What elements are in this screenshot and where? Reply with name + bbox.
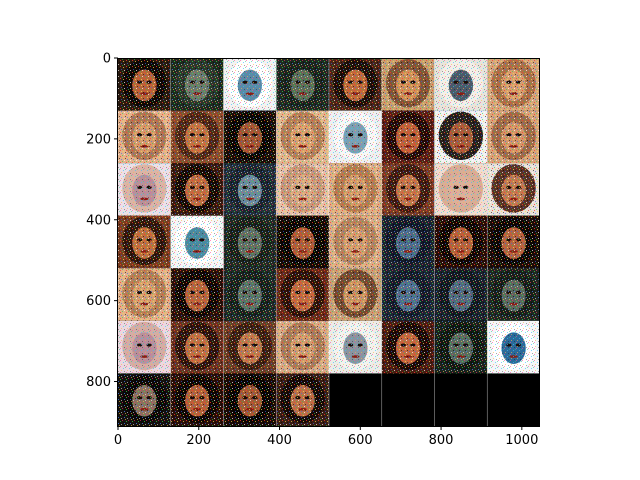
face-tile [382, 268, 435, 321]
face-tile [224, 58, 277, 111]
x-tick-label: 0 [114, 433, 122, 448]
face-tile [487, 111, 540, 164]
face-tile [276, 216, 329, 269]
face-tile [382, 216, 435, 269]
face-tile [171, 216, 224, 269]
face-tile [224, 111, 277, 164]
face-tile [171, 163, 224, 216]
face-tile [382, 58, 435, 111]
face-tile [487, 163, 540, 216]
face-tile [435, 163, 488, 216]
face-tile [487, 216, 540, 269]
face-tile [435, 216, 488, 269]
face-tile [329, 111, 382, 164]
face-tile [224, 268, 277, 321]
x-tick-label: 1000 [505, 433, 538, 448]
face-tile [171, 268, 224, 321]
face-tile [224, 321, 277, 374]
face-tile [329, 58, 382, 111]
y-tick-label: 600 [86, 294, 111, 309]
face-tile [329, 163, 382, 216]
x-tick-label: 600 [348, 433, 373, 448]
face-tile [435, 111, 488, 164]
face-tile [171, 373, 224, 426]
face-tile [118, 111, 171, 164]
face-tile [435, 321, 488, 374]
face-tile [224, 373, 277, 426]
face-tile [382, 111, 435, 164]
face-tile [118, 163, 171, 216]
face-tile [276, 373, 329, 426]
face-tile [435, 268, 488, 321]
y-tick-label: 800 [86, 375, 111, 390]
x-tick-label: 800 [429, 433, 454, 448]
face-tile [118, 321, 171, 374]
face-tile [276, 163, 329, 216]
face-tile [224, 216, 277, 269]
y-tick-label: 200 [86, 132, 111, 147]
face-tile [382, 163, 435, 216]
face-tile [276, 268, 329, 321]
face-tile [329, 268, 382, 321]
face-tile [329, 321, 382, 374]
x-tick-label: 200 [186, 433, 211, 448]
face-tile [487, 58, 540, 111]
face-tile [382, 321, 435, 374]
face-tile [171, 321, 224, 374]
face-tile [171, 111, 224, 164]
image-grid [118, 58, 540, 426]
x-tick-label: 400 [267, 433, 292, 448]
face-tile [329, 216, 382, 269]
face-tile [118, 58, 171, 111]
face-tile [224, 163, 277, 216]
y-tick-label: 0 [103, 52, 111, 67]
y-tick-label: 400 [86, 213, 111, 228]
face-tile [276, 111, 329, 164]
face-tile [276, 321, 329, 374]
face-tile [276, 58, 329, 111]
face-tile [118, 268, 171, 321]
face-tile [435, 58, 488, 111]
face-tile [487, 321, 540, 374]
face-tile [171, 58, 224, 111]
face-tile [487, 268, 540, 321]
face-tile [118, 216, 171, 269]
face-tile [118, 373, 171, 426]
